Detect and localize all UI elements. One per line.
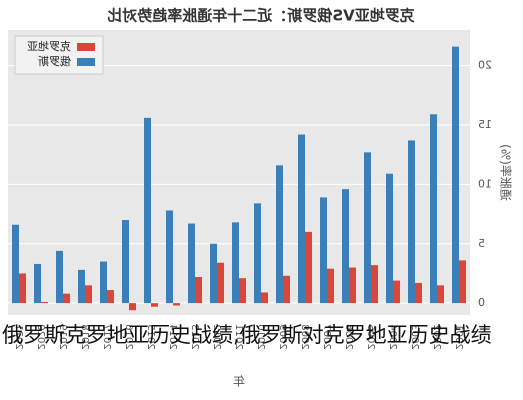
x-tick-label: 2012	[211, 324, 222, 349]
bar	[85, 285, 92, 304]
x-tick-label: 2007	[321, 324, 332, 349]
y-tick-label: 0	[478, 296, 485, 309]
bar	[364, 152, 371, 304]
bar	[12, 224, 19, 304]
x-tick-label: 2004	[387, 324, 398, 349]
bar	[210, 243, 217, 304]
x-tick-label: 2014	[167, 324, 178, 349]
bar	[254, 203, 261, 304]
x-tick-label: 2018	[79, 324, 90, 349]
bar	[349, 267, 356, 304]
bar	[430, 114, 437, 304]
bar	[305, 231, 312, 304]
chart-title: 克罗地亚VS俄罗斯：近二十年通胀率趋势对比	[107, 7, 414, 25]
bar	[41, 301, 48, 304]
x-tick-label: 2008	[299, 324, 310, 349]
x-tick-label: 2016	[123, 324, 134, 349]
bar	[151, 303, 158, 307]
bar	[78, 269, 85, 304]
bar	[327, 268, 334, 304]
x-tick-label: 2015	[145, 324, 156, 349]
bar	[342, 189, 349, 304]
bar	[107, 290, 114, 304]
bar	[393, 280, 400, 304]
x-tick-label: 2013	[189, 324, 200, 349]
legend-swatch	[77, 58, 95, 66]
x-axis-label: 年	[233, 375, 245, 389]
bar	[122, 220, 129, 304]
x-tick-label: 2021	[13, 324, 24, 349]
legend-swatch	[77, 43, 95, 51]
legend-label: 俄罗斯	[38, 55, 71, 68]
caption: 俄罗斯克罗地亚历史战绩,俄罗斯对克罗地亚历史战绩	[2, 323, 492, 347]
x-tick-label: 2011	[233, 324, 244, 349]
bar	[239, 278, 246, 304]
legend-label: 克罗地亚	[27, 40, 71, 53]
y-tick-label: 20	[478, 59, 492, 72]
bar	[459, 260, 466, 304]
bar	[371, 265, 378, 304]
bar	[298, 134, 305, 304]
x-tick-label: 2020	[35, 324, 46, 349]
bar	[56, 250, 63, 304]
y-tick-label: 10	[478, 177, 492, 190]
x-tick-label: 2003	[409, 324, 420, 349]
bar	[437, 285, 444, 304]
x-tick-label: 2009	[277, 324, 288, 349]
y-tick-label: 5	[478, 237, 485, 250]
bar	[166, 210, 173, 304]
x-tick-label: 2017	[101, 324, 112, 349]
x-tick-label: 2005	[365, 324, 376, 349]
bar	[408, 140, 415, 304]
bar	[217, 262, 224, 304]
x-tick-label: 2010	[255, 324, 266, 349]
x-tick-label: 2001	[453, 324, 464, 349]
bar	[188, 223, 195, 304]
bar	[100, 261, 107, 304]
bar	[320, 197, 327, 304]
bar	[129, 303, 136, 311]
bar	[195, 277, 202, 304]
bar	[261, 292, 268, 304]
bar	[452, 46, 459, 304]
y-tick-label: 15	[478, 118, 492, 131]
legend-box	[14, 35, 104, 75]
y-axis-label: 通胀率(%)	[499, 144, 514, 201]
x-tick-label: 2002	[431, 324, 442, 349]
bar	[276, 165, 283, 304]
bar	[415, 282, 422, 304]
bar	[173, 303, 180, 306]
bar	[34, 263, 41, 304]
bar	[63, 293, 70, 304]
bar	[386, 173, 393, 304]
mirrored-chart: 克罗地亚VS俄罗斯：近二十年通胀率趋势对比 0 5 10 15 20 2001 2002 20…	[8, 7, 514, 389]
bar	[283, 275, 290, 304]
bar	[232, 222, 239, 304]
bar	[19, 273, 26, 304]
x-tick-label: 2006	[343, 324, 354, 349]
bar	[144, 117, 151, 304]
x-tick-label: 2019	[57, 324, 68, 349]
